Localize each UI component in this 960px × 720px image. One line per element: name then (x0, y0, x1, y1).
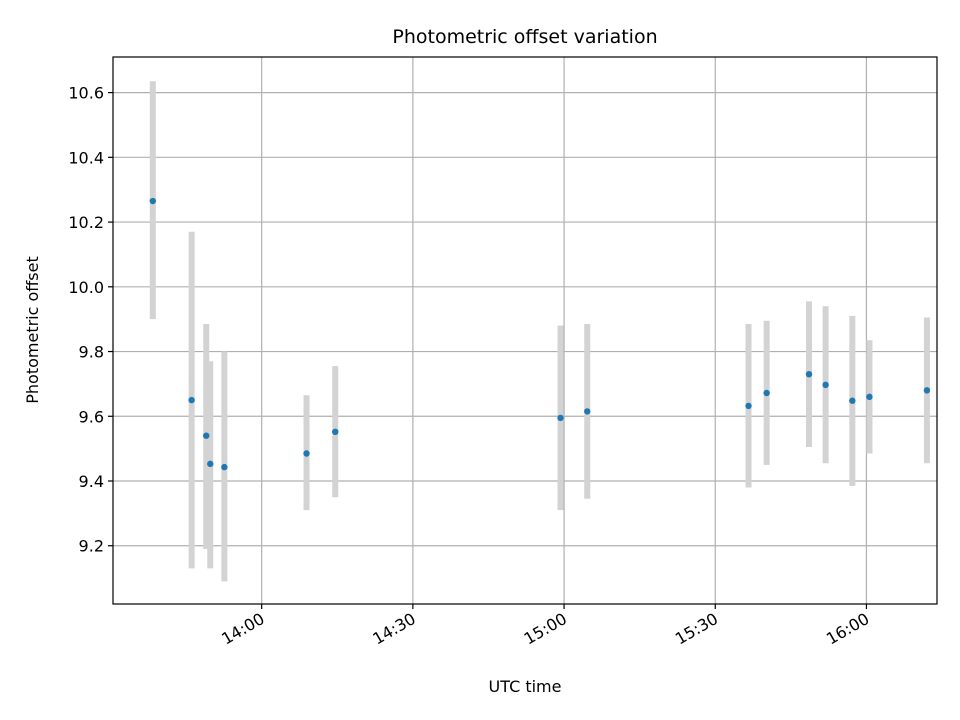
data-point (207, 460, 214, 468)
y-tick-label: 9.4 (79, 472, 104, 491)
data-point (745, 402, 752, 410)
data-point (805, 370, 813, 378)
y-tick-label: 9.2 (79, 537, 104, 556)
data-point (303, 450, 310, 457)
y-tick-label: 9.6 (79, 407, 104, 426)
data-point (822, 381, 829, 389)
x-axis-label: UTC time (489, 677, 562, 696)
x-tick-label: 15:30 (672, 609, 721, 649)
data-point (149, 197, 157, 205)
data-point (923, 387, 931, 394)
data-point (203, 432, 210, 439)
y-tick-label: 10.0 (68, 278, 104, 297)
data-points (149, 197, 931, 471)
data-point (332, 428, 339, 436)
data-point (221, 463, 228, 471)
x-tick-label: 16:00 (823, 609, 872, 649)
data-point (849, 397, 856, 404)
plot-frame (112, 56, 938, 605)
y-tick-label: 10.2 (68, 213, 104, 232)
data-point (584, 408, 591, 415)
y-axis-label: Photometric offset (23, 256, 42, 404)
y-tick-label: 10.6 (68, 84, 104, 103)
x-tick-label: 14:30 (369, 609, 418, 649)
grid-lines (113, 57, 937, 604)
x-tick-label: 14:00 (218, 609, 267, 649)
error-bars (149, 81, 930, 582)
y-tick-label: 10.4 (68, 148, 104, 167)
data-point (866, 393, 873, 401)
chart-title: Photometric offset variation (392, 26, 657, 48)
data-point (763, 389, 770, 397)
y-tick-label: 9.8 (79, 343, 104, 362)
data-point (188, 396, 195, 404)
data-point (557, 414, 564, 422)
x-tick-label: 15:00 (521, 609, 570, 649)
